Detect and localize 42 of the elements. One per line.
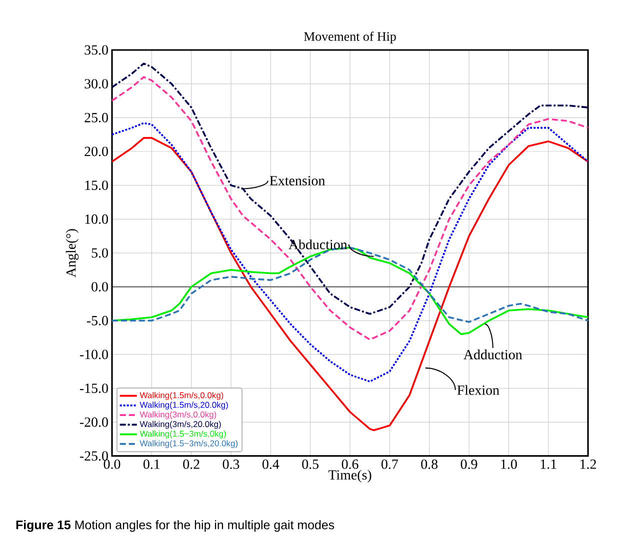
x-tick-label: 0.2 (183, 460, 200, 469)
y-tick-label: 15.0 (85, 180, 108, 190)
x-tick-label: 0.8 (421, 460, 438, 469)
legend-label: Walking(1.5~3m/s,0kg) (140, 430, 226, 438)
y-tick-label: -5.0 (86, 316, 108, 326)
y-tick-label: 0.0 (92, 282, 108, 292)
x-tick-label: 0.4 (262, 460, 280, 469)
x-tick-label: 1.1 (540, 459, 556, 469)
legend-label: Walking(3m/s,20.0kg) (140, 420, 221, 429)
x-tick-label: 0.1 (143, 460, 160, 469)
x-tick-label: 0.9 (460, 460, 478, 469)
chart-title: Movement of Hip (304, 32, 396, 44)
y-tick-label: -20.0 (80, 417, 108, 427)
annotation: Adduction (464, 350, 522, 360)
y-tick-label: -15.0 (80, 384, 108, 394)
x-tick-label: 0.7 (381, 460, 398, 469)
y-tick-label: 25.0 (84, 112, 108, 122)
x-tick-label: 0.3 (222, 460, 240, 469)
x-tick-label: 0.6 (342, 460, 358, 469)
legend-label: Walking(1.5m/s,20.0kg) (140, 402, 228, 410)
legend-label: Walking(3m/s,0.0kg) (140, 411, 216, 420)
y-axis-title: Angle(°) (66, 229, 79, 278)
y-tick-label: 30.0 (84, 79, 108, 89)
annotation: Flexion (457, 385, 500, 395)
text: Figure 15 Motion angles for the hip in multiple gait modes (16, 520, 334, 532)
y-tick-label: 35.0 (84, 45, 108, 55)
y-tick-label: -10.0 (80, 350, 108, 360)
legend-label: Walking(1.5m/s,0.0kg) (140, 392, 224, 400)
y-tick-label: -25.0 (80, 451, 108, 461)
y-tick-label: 5.0 (92, 248, 108, 258)
annotation: Extension (270, 176, 325, 186)
x-tick-label: 1.0 (501, 460, 517, 469)
line-series (111, 137, 589, 432)
y-tick-label: 20.0 (84, 146, 108, 156)
line-series (111, 122, 589, 382)
x-axis-title: Time(s) (328, 470, 372, 482)
x-tick-label: 0.5 (302, 460, 319, 469)
annotation: Abduction (288, 239, 348, 250)
x-tick-label: 0.0 (104, 460, 120, 469)
y-tick-label: 10.0 (85, 214, 108, 224)
x-tick-label: 1.2 (580, 460, 596, 469)
legend-label: Walking(1.5~3m/s,20.0kg) (140, 440, 238, 448)
